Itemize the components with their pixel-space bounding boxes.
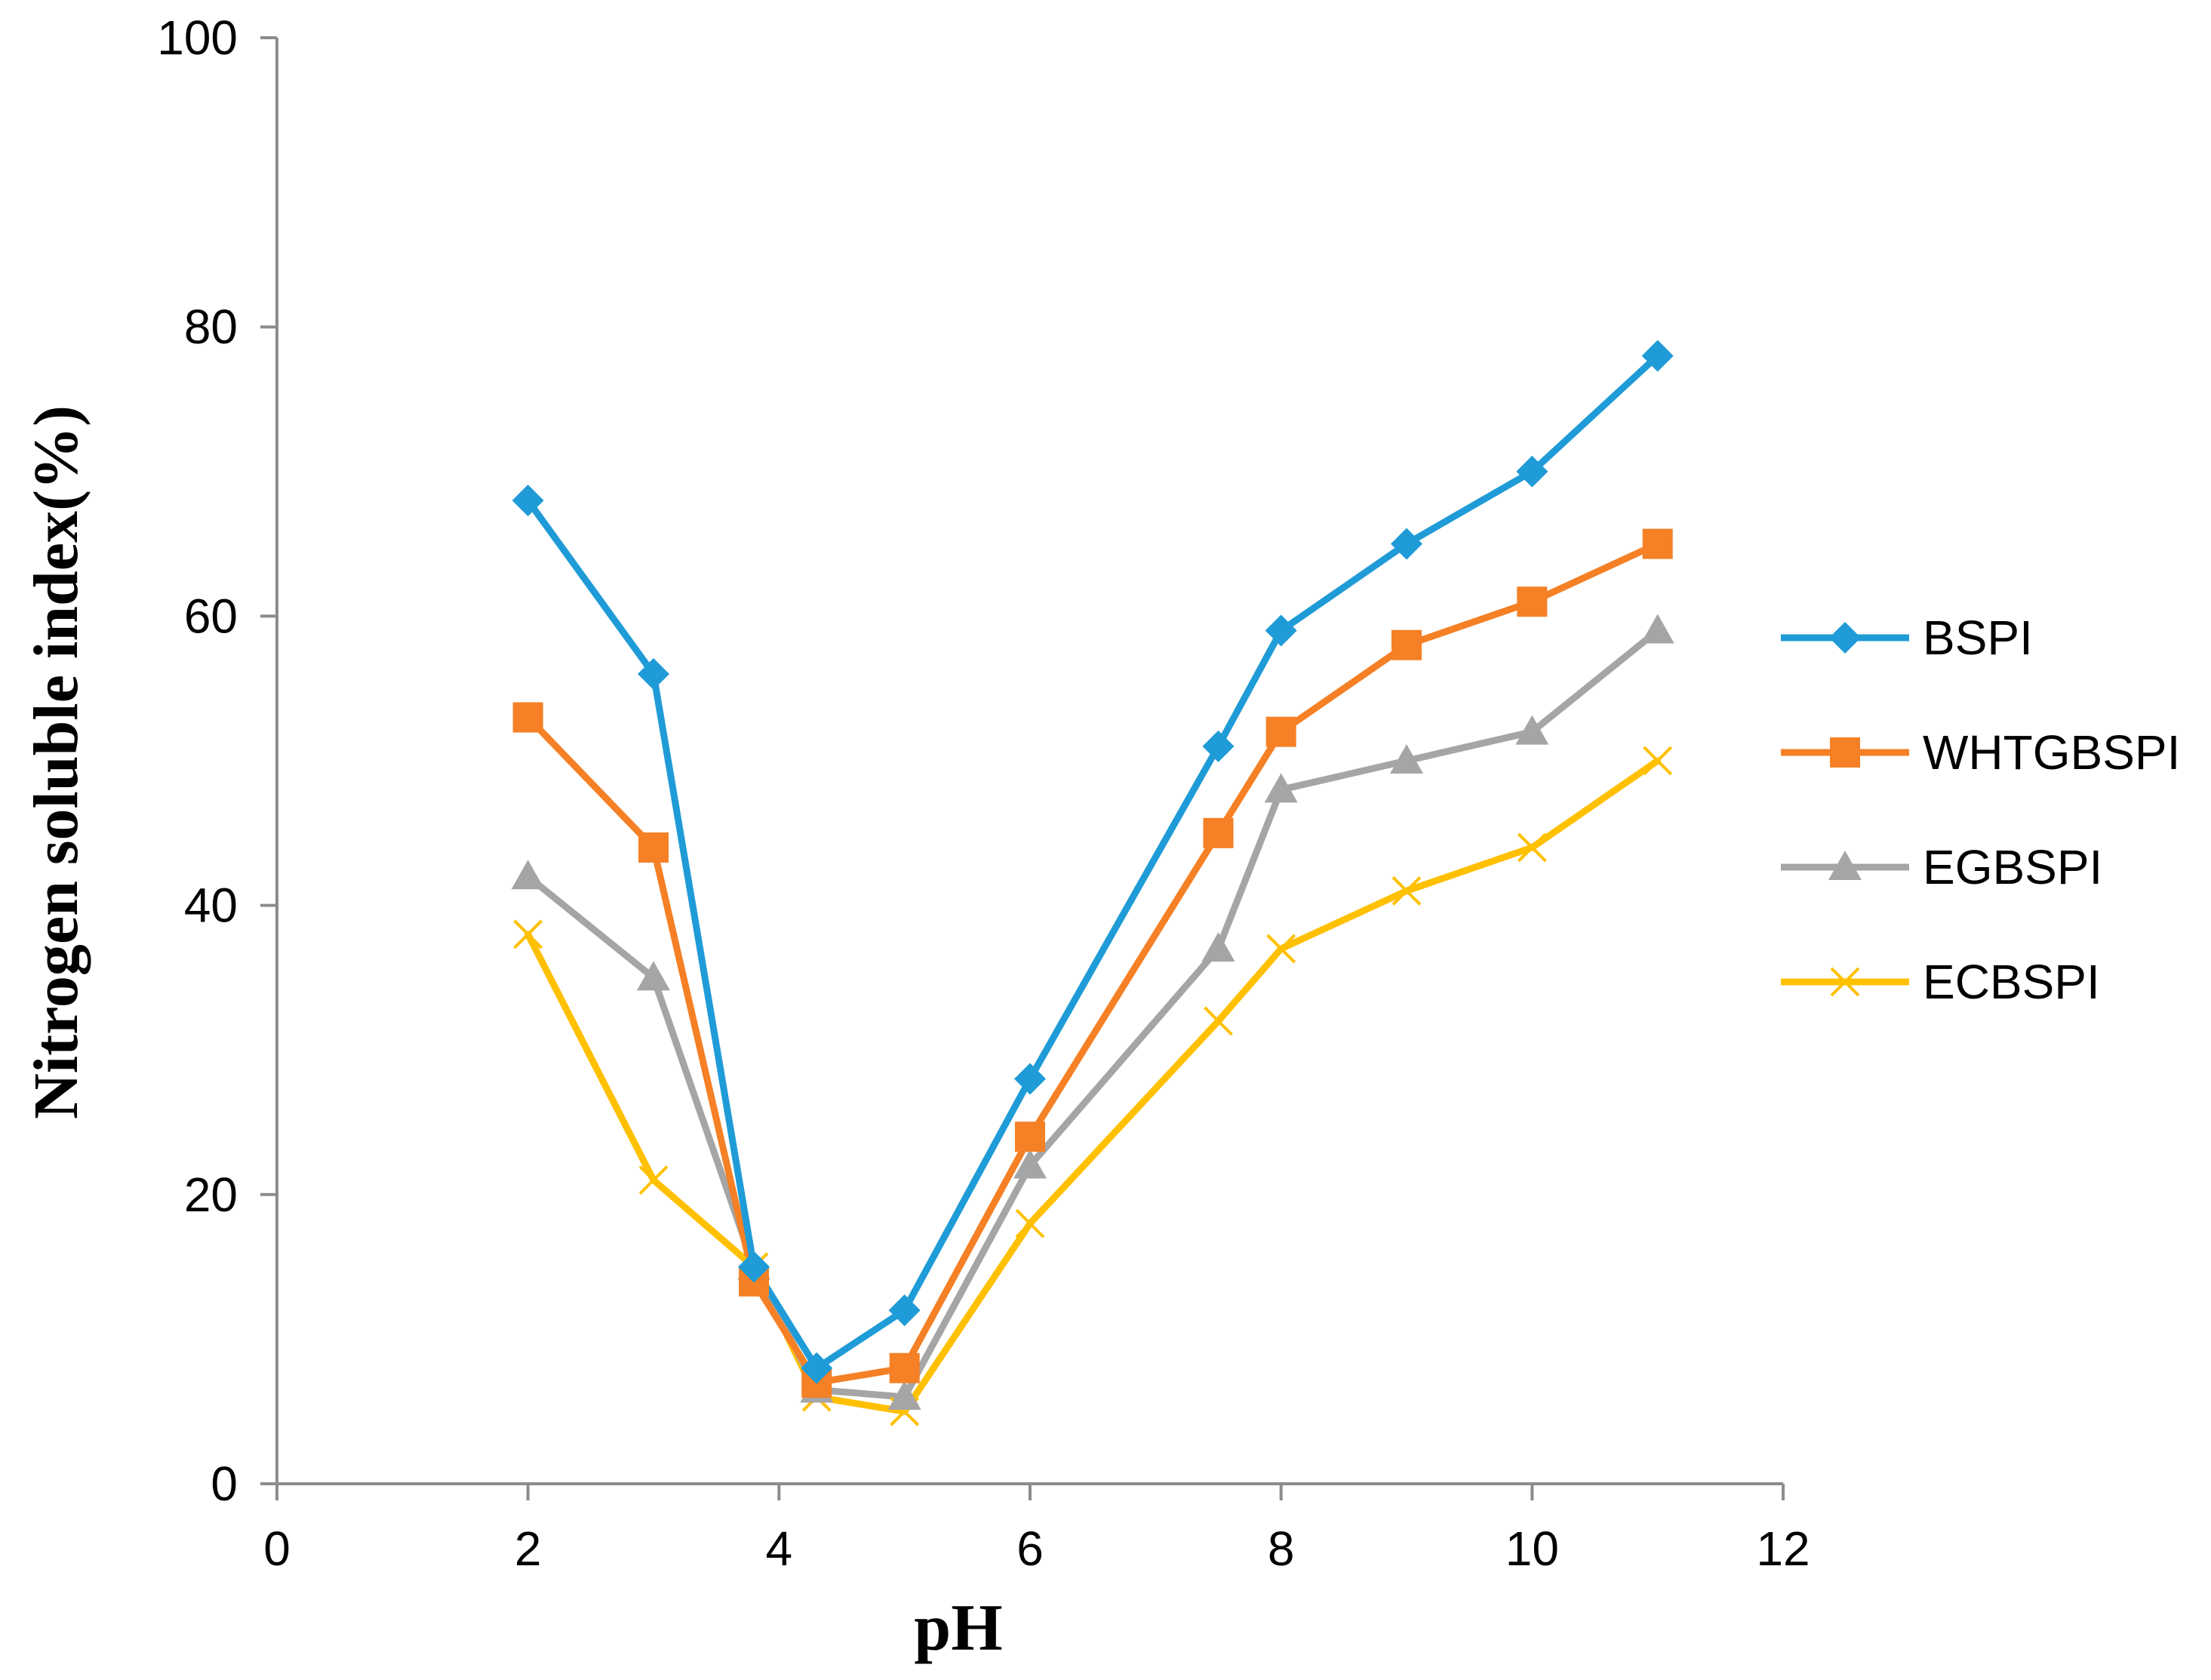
data-point-bspi <box>638 658 669 691</box>
data-point-egbspi <box>1390 744 1423 774</box>
data-point-egbspi <box>1515 715 1549 745</box>
data-point-bspi <box>1202 730 1235 762</box>
legend-swatch-marker <box>1830 967 1860 997</box>
legend-swatch-marker <box>1830 737 1860 768</box>
legend-item-ecbspi: ECBSPI <box>1781 955 2100 1009</box>
data-point-whtgbspi <box>1015 1122 1045 1152</box>
legend-item-egbspi: EGBSPI <box>1781 840 2102 894</box>
data-point-bspi <box>1014 1063 1046 1095</box>
data-point-bspi <box>801 1352 833 1384</box>
x-marker-stroke <box>1391 876 1422 906</box>
data-point-whtgbspi <box>638 832 669 863</box>
series-line-ecbspi <box>524 757 1662 1415</box>
data-point-ecbspi <box>1643 746 1673 776</box>
axes <box>260 36 1785 1500</box>
y-tick-label: 80 <box>184 300 238 354</box>
data-point-whtgbspi <box>889 1352 920 1383</box>
legend-item-bspi: BSPI <box>1781 611 2033 665</box>
data-point-bspi <box>1265 614 1297 647</box>
legend-label: BSPI <box>1923 611 2033 665</box>
data-point-ecbspi <box>513 919 543 949</box>
x-tick-label: 4 <box>766 1522 793 1576</box>
data-point-egbspi <box>1264 773 1298 803</box>
legend-swatch-marker <box>1828 851 1862 880</box>
y-tick-label: 20 <box>184 1168 238 1222</box>
x-marker-stroke <box>1266 934 1296 964</box>
x-tick-label: 12 <box>1756 1522 1810 1576</box>
data-point-egbspi <box>1201 932 1235 962</box>
data-point-ecbspi <box>1517 832 1547 863</box>
x-marker-stroke <box>513 919 543 949</box>
data-point-ecbspi <box>1266 934 1296 964</box>
x-tick-label: 10 <box>1505 1522 1559 1576</box>
data-point-egbspi <box>511 860 545 890</box>
x-marker-stroke <box>1643 746 1673 776</box>
x-tick-label: 8 <box>1268 1522 1295 1576</box>
data-point-egbspi <box>1013 1149 1047 1179</box>
tick-labels: 0 20 40 60 80 100 0 2 4 6 8 10 12 <box>157 11 1810 1576</box>
series-line-egbspi <box>524 627 1662 1401</box>
y-tick-label: 0 <box>211 1457 238 1511</box>
data-point-whtgbspi <box>1642 528 1673 559</box>
data-point-whtgbspi <box>512 702 543 733</box>
legend-swatch-marker <box>1829 622 1861 654</box>
data-point-ecbspi <box>638 1165 669 1195</box>
data-point-egbspi <box>887 1380 921 1411</box>
x-tick-label: 2 <box>515 1522 542 1576</box>
legend: BSPI WHTGBSPI EGBSPI ECBSPI <box>1781 611 2180 1009</box>
data-point-egbspi <box>637 961 670 991</box>
data-point-whtgbspi <box>1391 629 1422 660</box>
data-point-whtgbspi <box>1265 716 1296 747</box>
data-point-bspi <box>738 1251 770 1283</box>
data-point-egbspi <box>1641 614 1674 644</box>
x-marker-stroke <box>1830 967 1860 997</box>
data-point-bspi <box>888 1294 921 1327</box>
x-marker-stroke <box>638 1165 669 1195</box>
y-tick-label: 100 <box>157 11 238 65</box>
y-axis-title: Nitrogen soluble index(%) <box>21 405 91 1119</box>
data-point-ecbspi <box>1204 1006 1233 1036</box>
legend-label: WHTGBSPI <box>1923 725 2180 780</box>
data-point-bspi <box>1516 455 1548 488</box>
x-tick-label: 0 <box>263 1522 291 1576</box>
x-marker-stroke <box>1517 832 1547 863</box>
y-tick-label: 60 <box>184 589 238 643</box>
series-lines <box>524 352 1662 1415</box>
data-point-whtgbspi <box>1517 586 1548 617</box>
y-tick-label: 40 <box>184 878 238 933</box>
data-point-bspi <box>512 485 544 517</box>
x-marker-stroke <box>1015 1208 1045 1238</box>
x-marker-stroke <box>1204 1006 1233 1036</box>
series-markers <box>511 340 1674 1426</box>
data-point-ecbspi <box>1391 876 1422 906</box>
data-point-bspi <box>1391 528 1422 560</box>
data-point-ecbspi <box>1015 1208 1045 1238</box>
legend-label: ECBSPI <box>1923 955 2100 1009</box>
x-axis-title: pH <box>914 1592 1002 1665</box>
data-point-whtgbspi <box>1203 817 1234 848</box>
data-point-bspi <box>1641 340 1674 372</box>
x-tick-label: 6 <box>1016 1522 1044 1576</box>
legend-item-whtgbspi: WHTGBSPI <box>1781 725 2180 780</box>
legend-label: EGBSPI <box>1923 840 2102 894</box>
